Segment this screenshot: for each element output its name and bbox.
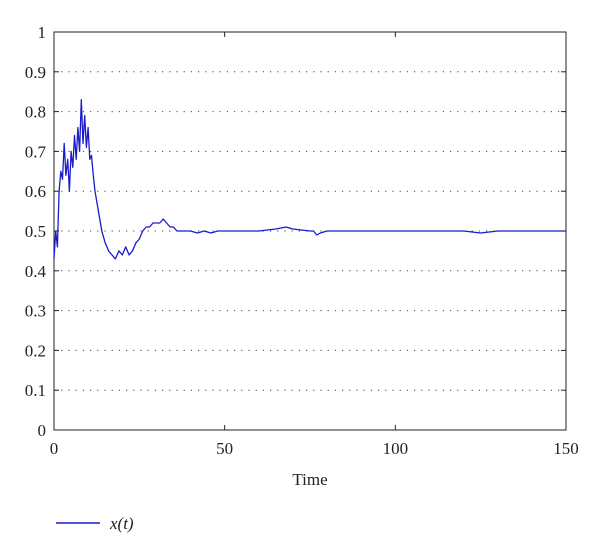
- y-tick-label: 0.6: [25, 182, 46, 201]
- x-tick-label: 100: [383, 439, 409, 458]
- y-tick-label: 0.1: [25, 381, 46, 400]
- legend-label-x-t: x(t): [109, 514, 134, 533]
- series-line-x-t: [53, 99, 566, 260]
- y-tick-label: 0.8: [25, 103, 46, 122]
- y-axis-tick-labels: 0 0.1 0.2 0.3 0.4 0.5 0.6 0.7 0.8 0.9 1: [25, 23, 47, 440]
- y-tick-label: 0.7: [25, 142, 47, 161]
- x-axis-tick-labels: 0 50 100 150: [50, 439, 579, 458]
- y-tick-label: 0.3: [25, 302, 46, 321]
- x-tick-label: 0: [50, 439, 59, 458]
- x-tick-label: 150: [553, 439, 579, 458]
- series-layer: [53, 99, 566, 260]
- y-tick-label: 0: [38, 421, 47, 440]
- x-axis-title: Time: [292, 470, 327, 489]
- y-tick-label: 0.4: [25, 262, 47, 281]
- legend: x(t): [56, 514, 134, 533]
- y-tick-label: 1: [38, 23, 47, 42]
- y-tick-label: 0.9: [25, 63, 46, 82]
- y-tick-label: 0.5: [25, 222, 46, 241]
- y-tick-label: 0.2: [25, 341, 46, 360]
- x-tick-label: 50: [216, 439, 233, 458]
